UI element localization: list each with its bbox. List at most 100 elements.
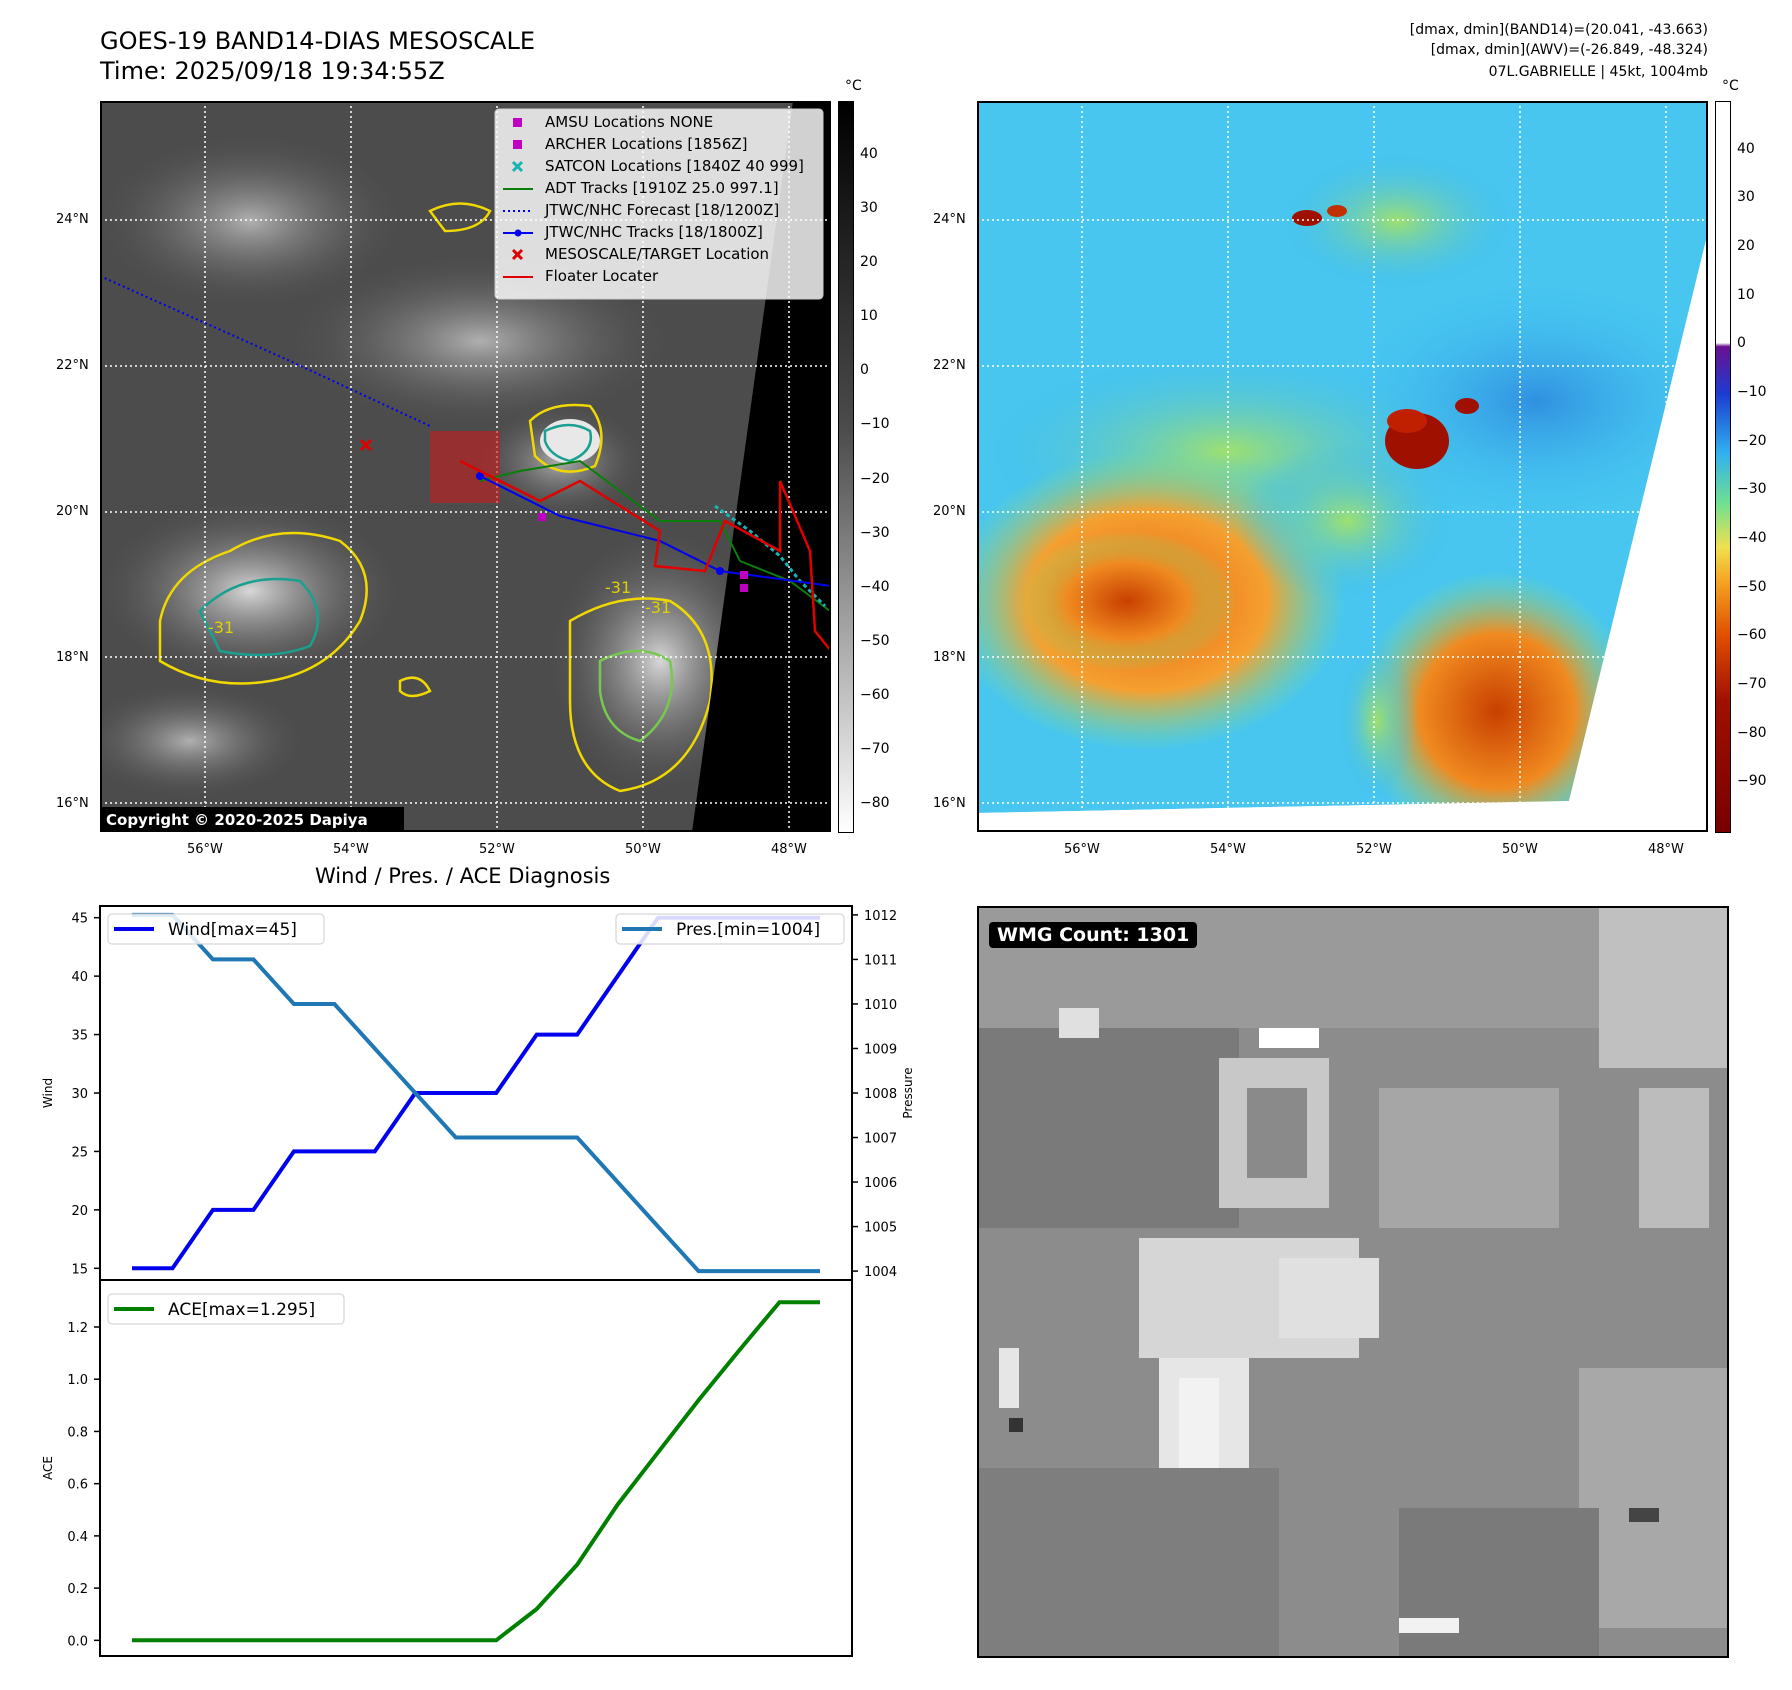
colorbar-tick-label: −40 — [1737, 530, 1767, 546]
pressure-tick-label: 1009 — [864, 1042, 897, 1057]
colorbar-tick-label: 0 — [860, 362, 869, 379]
ace-legend: ACE[max=1.295] — [107, 1293, 345, 1325]
ace-tick-label: 0.2 — [67, 1582, 88, 1597]
band14-colorbar — [1715, 101, 1731, 833]
legend-item: JTWC/NHC Tracks [18/1800Z] — [503, 223, 763, 241]
diagnosis-title: Wind / Pres. / ACE Diagnosis — [315, 864, 611, 888]
ace-tick-label: 0.8 — [67, 1425, 88, 1440]
legend-marker — [511, 160, 524, 173]
wmg-panel: WMG Count: 1301 — [977, 906, 1729, 1658]
colorbar-tick-label: 30 — [860, 200, 878, 217]
lat-label: 20°N — [56, 504, 89, 519]
colorbar-tick-label: −30 — [860, 524, 890, 541]
lat-label: 24°N — [56, 212, 89, 227]
lon-label: 52°W — [479, 842, 515, 857]
band14-map — [977, 101, 1708, 832]
lat-label: 16°N — [933, 796, 966, 811]
colorbar-tick-label: −70 — [860, 740, 890, 757]
wind-tick-label: 30 — [71, 1087, 88, 1102]
ace-tick-label: 0.6 — [67, 1478, 88, 1493]
colorbar-tick-label: −70 — [1737, 676, 1767, 692]
colorbar-tick-label: −90 — [1737, 773, 1767, 790]
legend-label: SATCON Locations [1840Z 40 999] — [545, 157, 804, 175]
pressure-tick-label: 1011 — [864, 953, 897, 968]
colorbar-tick-label: 20 — [860, 254, 878, 271]
chart-title-line2: Time: 2025/09/18 19:34:55Z — [100, 57, 445, 85]
colorbar-tick-label: −30 — [1737, 481, 1767, 498]
lat-label: 18°N — [56, 650, 89, 665]
legend-label: AMSU Locations NONE — [545, 113, 713, 131]
colorbar-tick-label: 10 — [860, 308, 878, 325]
lat-label: 24°N — [933, 212, 966, 227]
ace-panel — [99, 1279, 853, 1657]
colorbar-tick-label: −10 — [860, 416, 890, 433]
wind-legend: Wind[max=45] — [107, 913, 325, 945]
colorbar-tick-label: −60 — [860, 686, 890, 703]
stats-line2: [dmax, dmin](AWV)=(-26.849, -48.324) — [1430, 42, 1708, 58]
legend-item: MESOSCALE/TARGET Location — [511, 245, 769, 263]
satcon-track — [714, 504, 827, 608]
lat-label: 16°N — [56, 796, 89, 811]
colorbar-tick-label: −10 — [1737, 384, 1767, 400]
mesoscale-target-marker — [359, 438, 373, 452]
legend-item: Floater Locater — [503, 267, 659, 285]
colorbar-tick-label: 30 — [1737, 189, 1755, 206]
contour-label: -31 — [605, 578, 631, 597]
colorbar-tick-label: −80 — [860, 794, 890, 811]
pressure-tick-label: 1005 — [864, 1221, 897, 1236]
adt-track — [479, 459, 831, 612]
legend-label: Floater Locater — [545, 267, 659, 285]
wind-axis-label: Wind — [41, 1078, 55, 1108]
ace-axis-label: ACE — [41, 1456, 55, 1480]
legend-label: Pres.[min=1004] — [676, 920, 820, 940]
lat-label: 22°N — [56, 358, 89, 373]
wind-tick-label: 25 — [71, 1145, 88, 1160]
archer-marker — [538, 513, 546, 521]
legend-marker — [511, 248, 524, 261]
jtwc-forecast-track — [100, 275, 431, 427]
wmg-image — [979, 908, 1727, 1656]
legend-item: ARCHER Locations [1856Z] — [513, 135, 748, 153]
colorbar-tick-label: 20 — [1737, 238, 1755, 254]
chart-title-line1: GOES-19 BAND14-DIAS MESOSCALE — [100, 27, 536, 55]
diagnosis-chart: 15 20 25 30 35 40 45 1004 1005 1006 1007 1008 1009 10… — [41, 905, 915, 1657]
jtwc-track — [479, 475, 831, 587]
band14-map-grid — [977, 101, 1708, 832]
band14-colorbar-unit: °C — [1722, 78, 1739, 94]
pressure-tick-label: 1006 — [864, 1176, 897, 1191]
ace-tick-label: 1.2 — [67, 1321, 88, 1336]
lon-label: 48°W — [1648, 842, 1684, 857]
lon-label: 54°W — [333, 842, 369, 857]
ace-tick-label: 0.4 — [67, 1530, 88, 1545]
legend-label: ACE[max=1.295] — [168, 1300, 315, 1320]
ace-tick-label: 1.0 — [67, 1373, 88, 1388]
colorbar-tick-label: −60 — [1737, 627, 1767, 644]
pressure-axis-label: Pressure — [901, 1067, 915, 1118]
lon-label: 48°W — [771, 842, 807, 857]
colorbar-tick-label: 10 — [1737, 286, 1755, 303]
legend-label: ADT Tracks [1910Z 25.0 997.1] — [545, 179, 779, 197]
colorbar-tick-label: 0 — [1737, 335, 1746, 352]
colorbar-tick-label: −20 — [1737, 432, 1767, 449]
legend-marker — [513, 118, 522, 127]
lon-label: 56°W — [1064, 842, 1100, 857]
wind-tick-label: 15 — [71, 1262, 88, 1277]
storm-info: 07L.GABRIELLE | 45kt, 1004mb — [1488, 64, 1708, 80]
ir-colorbar — [838, 101, 854, 833]
lon-label: 54°W — [1210, 842, 1246, 857]
wind-tick-label: 20 — [71, 1204, 88, 1219]
lon-label: 56°W — [187, 842, 223, 857]
legend-marker — [513, 140, 522, 149]
mesoscale-floater-box — [430, 431, 500, 503]
colorbar-tick-label: −50 — [1737, 578, 1767, 595]
pressure-tick-label: 1008 — [864, 1087, 897, 1102]
lon-label: 50°W — [1502, 842, 1538, 857]
ace-tick-label: 0.0 — [67, 1634, 88, 1649]
contour-label: -31 — [208, 618, 234, 637]
pressure-legend: Pres.[min=1004] — [615, 913, 845, 945]
legend-item: JTWC/NHC Forecast [18/1200Z] — [503, 201, 779, 219]
colorbar-tick-label: 40 — [1737, 140, 1755, 157]
colorbar-tick-label: −80 — [1737, 724, 1767, 741]
legend-label: JTWC/NHC Forecast [18/1200Z] — [544, 201, 779, 219]
pressure-tick-label: 1012 — [864, 909, 897, 924]
